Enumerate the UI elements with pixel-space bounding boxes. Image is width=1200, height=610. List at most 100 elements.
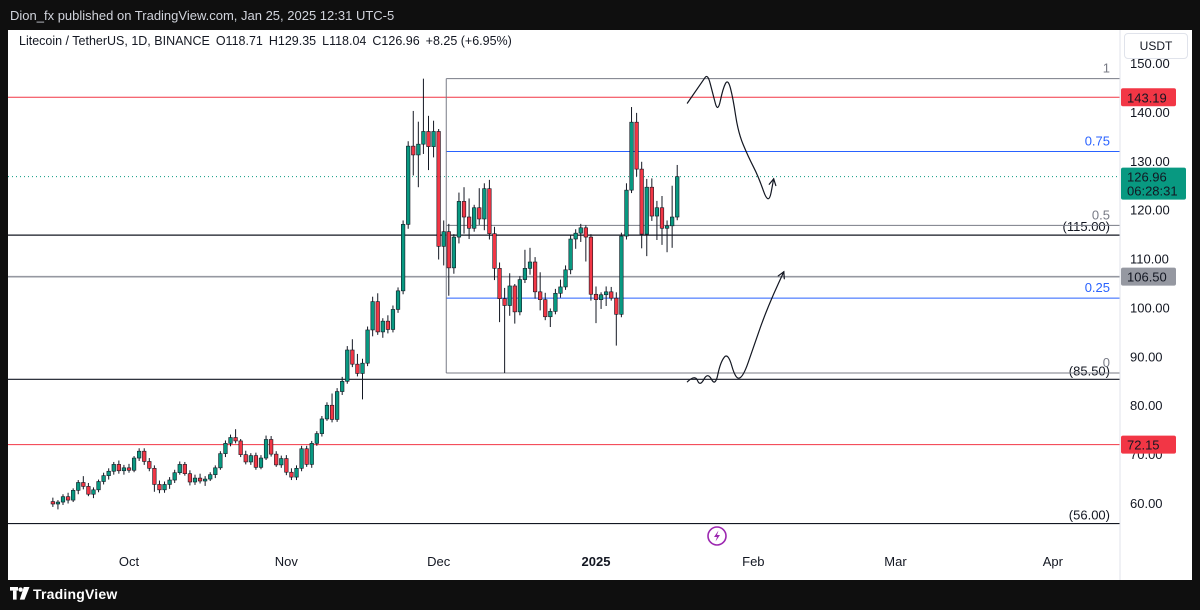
candle-body <box>401 224 406 292</box>
candle-down <box>492 226 497 281</box>
candle-body <box>624 189 629 237</box>
candle-up <box>111 461 116 475</box>
candle-up <box>451 234 456 274</box>
candle-body <box>269 439 274 455</box>
candle-body <box>106 470 111 476</box>
candle-body <box>253 455 259 468</box>
candle-down <box>142 448 147 465</box>
candle-down <box>532 257 538 299</box>
candle-up <box>629 107 634 194</box>
candle-up <box>578 223 583 242</box>
legend-high: H129.35 <box>268 34 317 48</box>
chart-canvas[interactable]: (115.00) (85.50) (56.00) 1 0.75 0.5 0.25 0 60.… <box>8 30 1192 580</box>
candle-body <box>213 467 218 475</box>
candle-up <box>644 178 649 257</box>
candle-body <box>532 261 538 293</box>
candle-body <box>299 448 304 469</box>
lightning-icon[interactable] <box>707 526 727 546</box>
legend-close: C126.96 <box>372 34 420 48</box>
candle-body <box>223 443 228 454</box>
candle-up <box>76 480 81 495</box>
candle-up <box>472 204 477 232</box>
candle-down <box>350 339 355 368</box>
candle-up <box>121 464 127 475</box>
candle-body <box>55 501 61 505</box>
candle-body <box>76 482 81 491</box>
candle-down <box>502 287 507 373</box>
candle-up <box>401 220 406 295</box>
footer-bar: TradingView <box>0 580 1200 610</box>
fib-level-label: 0 <box>1103 355 1110 370</box>
price-tick-label: 100.00 <box>1130 300 1170 315</box>
candle-body <box>111 464 116 472</box>
time-tick-label: 2025 <box>582 554 611 569</box>
candle-body <box>274 453 279 466</box>
candle-up <box>60 494 66 505</box>
publisher-bar: Dion_fx published on TradingView.com, Ja… <box>0 0 1200 30</box>
currency-selector[interactable]: USDT <box>1124 33 1188 59</box>
candle-body <box>309 443 314 465</box>
candle-up <box>299 445 304 472</box>
candle-body <box>431 131 436 147</box>
price-badge <box>1121 435 1176 454</box>
candle-down <box>147 458 152 472</box>
level-label: (85.50) <box>1069 363 1110 378</box>
candle-up <box>319 416 324 437</box>
candle-up <box>441 220 446 266</box>
time-tick-label: Nov <box>275 554 299 569</box>
candle-down <box>65 492 71 504</box>
candle-down <box>86 482 91 497</box>
price-tick-label: 60.00 <box>1130 496 1163 511</box>
fib-level-label: 0.75 <box>1085 134 1110 149</box>
candle-up <box>55 500 61 510</box>
symbol-legend: Litecoin / TetherUS, 1D, BINANCE O118.71 H… <box>19 34 512 48</box>
candle-body <box>522 268 528 280</box>
candle-body <box>329 404 335 420</box>
candle-up <box>192 474 198 485</box>
last-price-label: 126.96 <box>1127 170 1167 185</box>
candle-up <box>548 308 553 328</box>
candle-body <box>152 468 157 485</box>
candle-down <box>385 315 390 334</box>
level-label: (115.00) <box>1063 219 1110 234</box>
candle-body <box>172 472 177 481</box>
time-tick-label: Oct <box>119 554 140 569</box>
candle-down <box>609 286 614 301</box>
price-tick-label: 120.00 <box>1130 203 1170 218</box>
candle-up <box>248 453 253 465</box>
candle-down <box>426 115 431 171</box>
candle-body <box>604 291 609 296</box>
candle-body <box>456 201 462 238</box>
candle-body <box>50 501 55 505</box>
candle-body <box>619 235 624 315</box>
fib-level-label: 1 <box>1103 61 1110 76</box>
candle-down <box>497 262 502 323</box>
fib-level-label: 0.5 <box>1092 207 1110 222</box>
fib-level-label: 0.25 <box>1085 280 1110 295</box>
chart-area[interactable]: (115.00) (85.50) (56.00) 1 0.75 0.5 0.25 0 60.… <box>8 30 1192 580</box>
candle-body <box>543 299 548 318</box>
candle-up <box>335 388 340 422</box>
candle-body <box>142 450 147 462</box>
candle-body <box>451 236 456 269</box>
candle-body <box>167 479 172 485</box>
candle-body <box>340 380 345 392</box>
candle-body <box>157 484 162 491</box>
candle-body <box>147 461 152 469</box>
candle-down <box>436 129 441 260</box>
candle-up <box>279 455 284 468</box>
legend-open: O118.71 <box>215 34 263 48</box>
candle-down <box>477 188 482 225</box>
candle-up <box>258 455 264 470</box>
candle-down <box>538 272 543 311</box>
candle-down <box>543 292 548 321</box>
candle-body <box>583 227 588 238</box>
candle-up <box>96 479 101 493</box>
candle-body <box>116 464 121 472</box>
candle-down <box>126 463 132 473</box>
candle-up <box>365 326 370 367</box>
candle-down <box>182 461 187 476</box>
candle-body <box>482 188 487 220</box>
candle-body <box>375 301 380 333</box>
candle-body <box>203 478 208 482</box>
